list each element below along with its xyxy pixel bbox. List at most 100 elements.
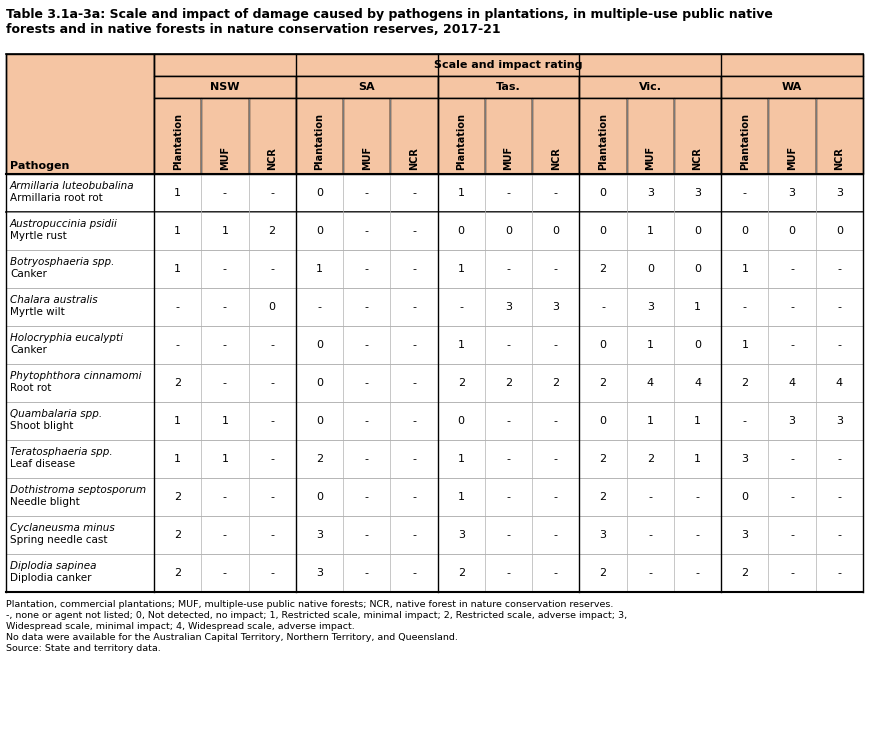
- Text: NCR: NCR: [551, 147, 561, 170]
- Text: 2: 2: [600, 378, 607, 388]
- Text: -: -: [695, 492, 700, 502]
- Bar: [674, 326, 721, 364]
- Bar: [721, 174, 768, 212]
- Text: -: -: [790, 530, 794, 540]
- Text: -: -: [223, 302, 227, 312]
- Bar: [249, 554, 295, 592]
- Bar: [6, 250, 154, 288]
- Text: -: -: [412, 188, 416, 198]
- Text: -, none or agent not listed; 0, Not detected, no impact; 1, Restricted scale, mi: -, none or agent not listed; 0, Not dete…: [6, 611, 627, 620]
- Text: -: -: [459, 302, 463, 312]
- Bar: [249, 288, 295, 326]
- Text: -: -: [270, 454, 274, 464]
- Bar: [295, 212, 343, 250]
- Bar: [154, 440, 202, 478]
- Text: -: -: [507, 188, 510, 198]
- Text: -: -: [365, 340, 368, 350]
- Text: 1: 1: [694, 416, 701, 426]
- Text: 3: 3: [647, 188, 653, 198]
- Bar: [154, 250, 202, 288]
- Text: 2: 2: [458, 568, 465, 578]
- Bar: [154, 326, 202, 364]
- Text: 4: 4: [694, 378, 701, 388]
- Text: 0: 0: [316, 226, 323, 236]
- Text: -: -: [790, 568, 794, 578]
- Text: Canker: Canker: [10, 345, 47, 355]
- Bar: [674, 364, 721, 402]
- Bar: [580, 76, 721, 98]
- Text: 0: 0: [316, 492, 323, 502]
- Bar: [532, 516, 580, 554]
- Text: 0: 0: [600, 416, 607, 426]
- Text: Cyclaneusma minus: Cyclaneusma minus: [10, 523, 115, 533]
- Text: 1: 1: [174, 264, 181, 274]
- Text: -: -: [412, 492, 416, 502]
- Text: 1: 1: [174, 454, 181, 464]
- Text: Leaf disease: Leaf disease: [10, 459, 75, 469]
- Text: -: -: [554, 530, 558, 540]
- Text: Canker: Canker: [10, 269, 47, 279]
- Bar: [816, 478, 863, 516]
- Bar: [485, 288, 532, 326]
- Text: -: -: [365, 188, 368, 198]
- Text: -: -: [365, 492, 368, 502]
- Bar: [580, 288, 627, 326]
- Bar: [295, 440, 343, 478]
- Bar: [580, 516, 627, 554]
- Text: 0: 0: [458, 416, 465, 426]
- Text: -: -: [365, 264, 368, 274]
- Bar: [580, 478, 627, 516]
- Text: 3: 3: [788, 416, 796, 426]
- Text: Table 3.1a-3a: Scale and impact of damage caused by pathogens in plantations, in: Table 3.1a-3a: Scale and impact of damag…: [6, 8, 773, 21]
- Bar: [154, 54, 863, 76]
- Bar: [202, 212, 249, 250]
- Text: 0: 0: [694, 226, 701, 236]
- Text: 4: 4: [788, 378, 796, 388]
- Bar: [627, 250, 674, 288]
- Text: Chalara australis: Chalara australis: [10, 295, 97, 305]
- Bar: [532, 174, 580, 212]
- Bar: [390, 326, 438, 364]
- Bar: [154, 478, 202, 516]
- Text: -: -: [648, 530, 653, 540]
- Text: 1: 1: [694, 454, 701, 464]
- Bar: [532, 364, 580, 402]
- Bar: [768, 554, 816, 592]
- Bar: [295, 364, 343, 402]
- Text: MUF: MUF: [362, 146, 372, 170]
- Text: Plantation: Plantation: [315, 113, 324, 170]
- Text: 1: 1: [458, 264, 465, 274]
- Bar: [154, 554, 202, 592]
- Text: 3: 3: [316, 568, 323, 578]
- Bar: [438, 250, 485, 288]
- Bar: [816, 98, 863, 174]
- Text: -: -: [412, 226, 416, 236]
- Bar: [154, 212, 202, 250]
- Text: 1: 1: [458, 454, 465, 464]
- Bar: [6, 288, 154, 326]
- Text: 2: 2: [647, 454, 653, 464]
- Text: Spring needle cast: Spring needle cast: [10, 535, 108, 545]
- Text: 0: 0: [741, 492, 748, 502]
- Bar: [768, 516, 816, 554]
- Text: -: -: [223, 340, 227, 350]
- Text: -: -: [790, 454, 794, 464]
- Text: -: -: [270, 416, 274, 426]
- Text: 2: 2: [458, 378, 465, 388]
- Bar: [6, 440, 154, 478]
- Text: -: -: [365, 454, 368, 464]
- Bar: [816, 288, 863, 326]
- Bar: [674, 554, 721, 592]
- Bar: [202, 288, 249, 326]
- Bar: [816, 516, 863, 554]
- Text: Plantation: Plantation: [598, 113, 608, 170]
- Text: -: -: [554, 454, 558, 464]
- Bar: [438, 554, 485, 592]
- Bar: [202, 326, 249, 364]
- Bar: [6, 54, 154, 174]
- Text: 2: 2: [600, 568, 607, 578]
- Text: 4: 4: [836, 378, 843, 388]
- Bar: [674, 440, 721, 478]
- Text: -: -: [412, 378, 416, 388]
- Text: -: -: [838, 492, 841, 502]
